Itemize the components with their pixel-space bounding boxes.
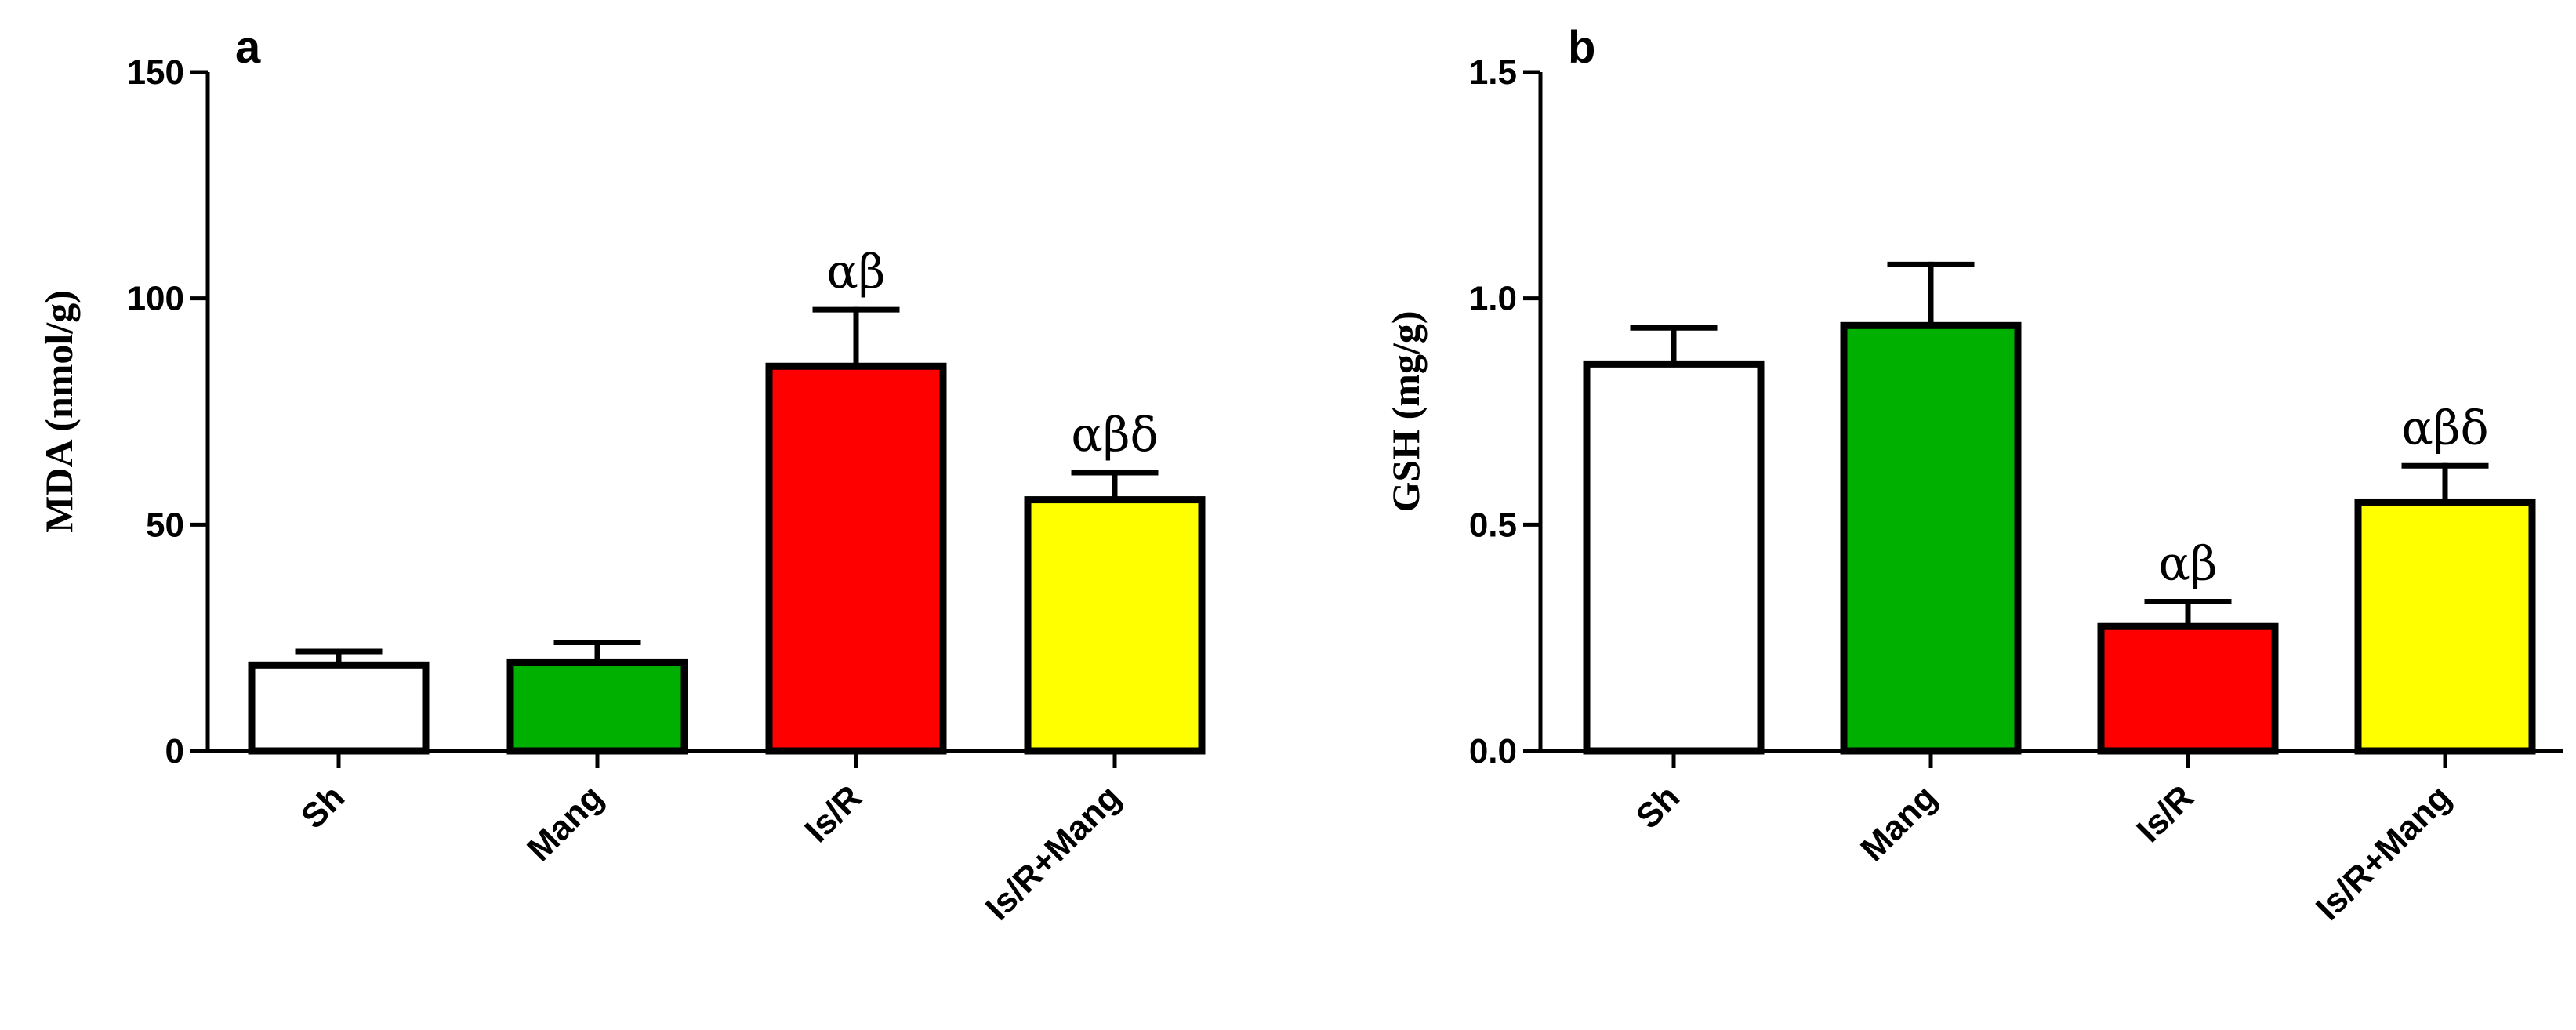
- bar-sh: [248, 661, 430, 755]
- significance-annotation: αβ: [2158, 536, 2217, 591]
- panel-b-gsh-chart: b GSH (mg/g) 0.0 0.5 1.0 1.5 Sh Mang Is/R αβ Is/R+…: [1384, 22, 2563, 928]
- x-tick-label: Mang: [520, 778, 611, 869]
- significance-annotation: αβ: [826, 245, 885, 299]
- panel-a-mda-chart: a MDA (nmol/g) 0 50 100 150 Sh Mang Is/R αβ Is/R+M…: [37, 22, 1206, 928]
- y-tick-label: 100: [127, 280, 184, 318]
- bar-sh: [1583, 360, 1765, 755]
- y-tick-label: 50: [146, 506, 184, 544]
- bar-is-r: [2097, 622, 2279, 755]
- y-tick-label: 0: [165, 732, 184, 771]
- y-tick-label: 150: [127, 53, 184, 92]
- y-axis-label: MDA (nmol/g): [37, 290, 81, 533]
- y-tick-label: 1.0: [1469, 280, 1517, 318]
- significance-annotation: αβδ: [1071, 408, 1158, 462]
- bar-is-r-mang: [2354, 498, 2536, 755]
- bar-is-r: [765, 362, 947, 755]
- y-tick-label: 1.5: [1469, 53, 1517, 92]
- x-tick-label: Sh: [1629, 778, 1687, 836]
- bar-is-r-mang: [1024, 496, 1206, 755]
- bar-mang: [506, 658, 688, 755]
- x-tick-label: Is/R+Mang: [2309, 778, 2458, 927]
- y-tick-label: 0.0: [1469, 732, 1517, 771]
- panel-letter: b: [1568, 22, 1595, 73]
- x-tick-label: Is/R: [2129, 778, 2201, 850]
- x-tick-label: Is/R+Mang: [978, 778, 1128, 927]
- x-tick-label: Mang: [1853, 778, 1944, 869]
- x-tick-label: Sh: [294, 778, 352, 836]
- panel-letter: a: [235, 22, 261, 73]
- y-axis-label: GSH (mg/g): [1384, 311, 1428, 513]
- y-tick-label: 0.5: [1469, 506, 1517, 544]
- x-tick-label: Is/R: [797, 778, 869, 850]
- bar-mang: [1840, 321, 2022, 755]
- significance-annotation: αβδ: [2401, 401, 2488, 455]
